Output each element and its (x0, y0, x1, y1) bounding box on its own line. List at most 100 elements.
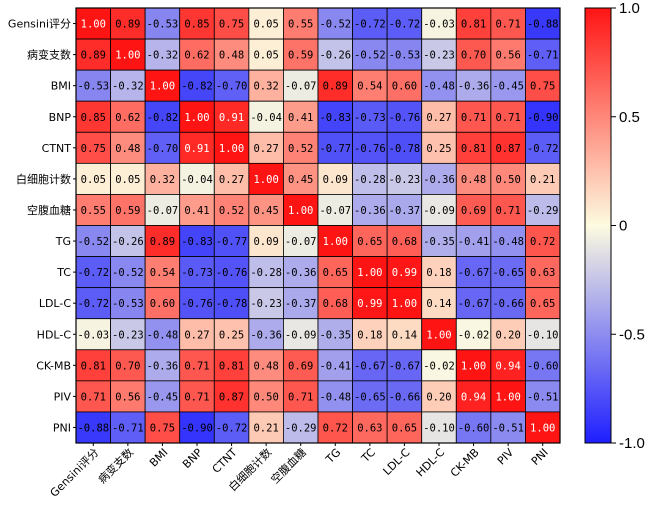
cell-value-4-11: 0.81 (461, 143, 486, 155)
cell-value-10-0: -0.03 (77, 329, 109, 341)
cell-value-0-6: 0.55 (288, 19, 313, 31)
heatmap-cell-4-10 (421, 131, 457, 164)
cell-value-11-3: 0.71 (184, 360, 209, 372)
cell-value-9-12: -0.66 (492, 298, 524, 310)
cell-value-6-11: 0.69 (461, 205, 486, 217)
cell-value-13-11: -0.60 (458, 422, 490, 434)
heatmap-cell-3-7 (317, 100, 353, 133)
cell-value-6-2: -0.07 (147, 205, 179, 217)
heatmap-cell-6-2 (144, 194, 181, 226)
heatmap-cell-5-12 (490, 162, 526, 195)
cell-value-6-5: 0.45 (253, 205, 278, 217)
heatmap-cell-2-0 (75, 69, 111, 102)
heatmap-cell-3-0 (75, 100, 111, 133)
cell-value-1-5: 0.05 (253, 50, 278, 62)
heatmap-cell-7-6 (283, 225, 319, 257)
cell-value-13-10: -0.10 (423, 422, 455, 434)
heatmap-cell-1-7 (317, 38, 353, 71)
cell-value-3-3: 1.00 (184, 112, 209, 124)
cell-value-6-9: -0.37 (389, 205, 421, 217)
cell-value-8-4: -0.76 (216, 267, 248, 279)
cell-value-1-8: -0.52 (354, 50, 386, 62)
heatmap-cell-1-1 (110, 38, 146, 71)
heatmap-cell-7-3 (179, 225, 215, 257)
cell-value-10-7: -0.35 (319, 329, 351, 341)
heatmap-cell-1-5 (248, 38, 284, 71)
cell-value-4-4: 1.00 (219, 143, 244, 155)
heatmap-cell-3-11 (455, 100, 492, 133)
cell-value-7-11: -0.41 (458, 236, 490, 248)
colorbar: 1.0 0.5 0 -0.5 -1.0 (584, 0, 645, 452)
heatmap-cells: 1.00 0.89 -0.53 0.85 0.75 0.05 0.55 -0.52 -0.72-… (75, 7, 561, 444)
cell-value-3-2: -0.82 (147, 112, 179, 124)
cell-value-4-6: 0.52 (288, 143, 313, 155)
heatmap-cell-12-13 (525, 380, 561, 413)
cell-value-3-11: 0.71 (461, 112, 486, 124)
heatmap-cell-10-2 (144, 318, 181, 351)
cell-value-3-5: -0.04 (250, 112, 282, 124)
cell-value-5-9: -0.23 (389, 174, 421, 186)
heatmap-cell-11-13 (525, 349, 561, 382)
heatmap-cell-5-4 (213, 162, 250, 195)
heatmap-cell-11-0 (75, 349, 111, 382)
y-tick-label-13: PNI (53, 421, 71, 434)
heatmap-cell-3-8 (352, 100, 388, 133)
colorbar-gradient (584, 7, 612, 444)
cell-value-0-10: -0.03 (423, 19, 455, 31)
heatmap-cell-3-12 (490, 100, 526, 133)
heatmap-cell-6-3 (179, 194, 215, 226)
cell-value-7-1: -0.26 (112, 236, 144, 248)
cell-value-4-10: 0.25 (426, 143, 451, 155)
heatmap-border (75, 7, 561, 444)
x-tick-label-6: 空腹血糖 (268, 445, 309, 486)
colorbar-tick-label-0: 1.0 (619, 0, 640, 17)
heatmap-cell-8-7 (317, 256, 353, 289)
cell-value-0-13: -0.88 (527, 19, 559, 31)
cell-value-1-3: 0.62 (184, 50, 209, 62)
heatmap-cell-7-5 (248, 225, 284, 257)
heatmap-cell-2-2 (144, 69, 181, 102)
heatmap-cell-6-6 (283, 194, 319, 226)
cell-value-4-5: 0.27 (253, 143, 278, 155)
cell-value-2-1: -0.32 (112, 81, 144, 93)
cell-value-5-3: -0.04 (181, 174, 213, 186)
heatmap-cell-0-7 (317, 7, 353, 40)
y-tick-label-10: HDL-C (37, 328, 72, 341)
cell-value-0-2: -0.53 (147, 19, 179, 31)
cell-value-5-5: 1.00 (253, 174, 278, 186)
cell-value-12-9: -0.66 (389, 391, 421, 403)
cell-value-1-6: 0.59 (288, 50, 313, 62)
heatmap-cell-3-6 (283, 100, 319, 133)
cell-value-0-1: 0.89 (115, 19, 140, 31)
cell-value-12-5: 0.50 (253, 391, 278, 403)
cell-value-13-2: 0.75 (150, 422, 175, 434)
cell-value-10-9: 0.14 (392, 329, 417, 341)
heatmap-cell-10-8 (352, 318, 388, 351)
cell-value-7-7: 1.00 (323, 236, 348, 248)
cell-value-2-6: -0.07 (285, 81, 317, 93)
cell-value-9-8: 0.99 (357, 298, 382, 310)
heatmap-cell-11-5 (248, 349, 284, 382)
cell-value-7-9: 0.68 (392, 236, 417, 248)
cell-value-11-13: -0.60 (527, 360, 559, 372)
cell-value-10-2: -0.48 (147, 329, 179, 341)
cell-value-7-3: -0.83 (181, 236, 213, 248)
heatmap-cell-5-3 (179, 162, 215, 195)
heatmap-cell-9-7 (317, 287, 353, 320)
cell-value-2-7: 0.89 (323, 81, 348, 93)
heatmap-cell-8-6 (283, 256, 319, 289)
heatmap-cell-9-5 (248, 287, 284, 320)
heatmap-cell-7-8 (352, 225, 388, 257)
cell-value-3-8: -0.73 (354, 112, 386, 124)
cell-value-12-12: 1.00 (495, 391, 520, 403)
x-tick-label-0: Gensini评分 (48, 446, 102, 500)
x-tick-label-8: TC (358, 446, 378, 466)
heatmap-cell-10-4 (213, 318, 250, 351)
cell-value-8-11: -0.67 (458, 267, 490, 279)
cell-value-5-4: 0.27 (219, 174, 244, 186)
cell-value-10-4: 0.25 (219, 329, 244, 341)
cell-value-4-13: -0.72 (527, 143, 559, 155)
heatmap-cell-11-7 (317, 349, 353, 382)
heatmap-cell-1-8 (352, 38, 388, 71)
cell-value-7-10: -0.35 (423, 236, 455, 248)
